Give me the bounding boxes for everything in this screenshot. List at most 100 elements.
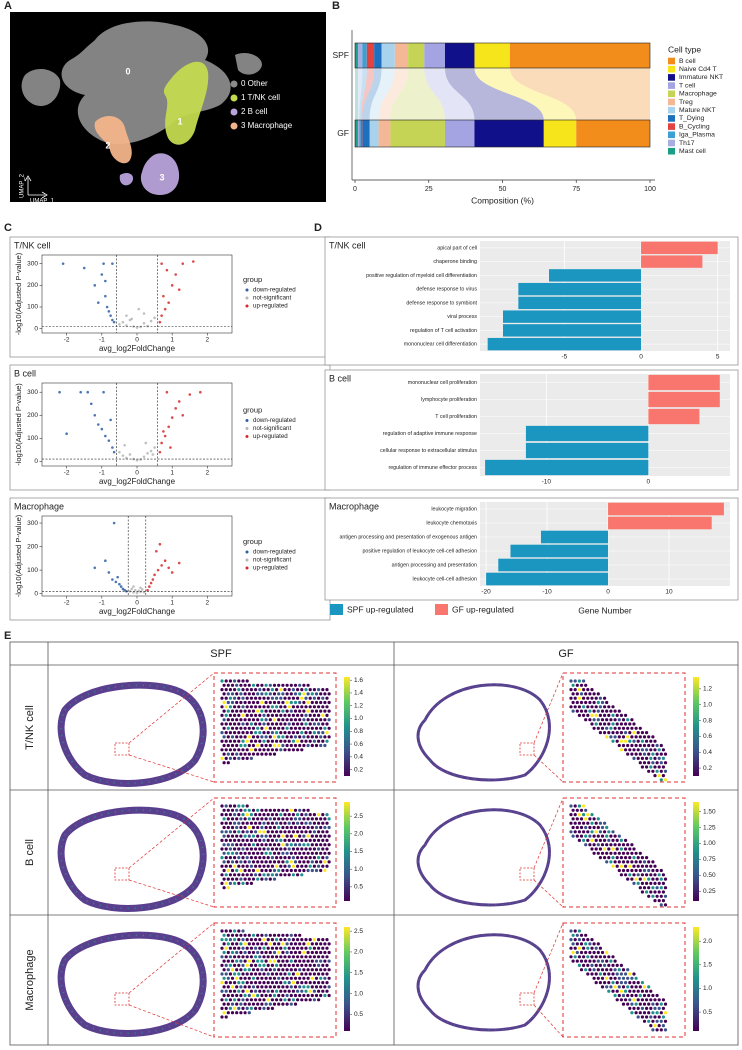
spot (310, 968, 314, 972)
spot (577, 713, 582, 718)
panel-title: Macrophage (14, 501, 64, 511)
spot (577, 838, 582, 843)
point (167, 425, 170, 429)
spot (317, 739, 321, 743)
spot (296, 838, 300, 843)
spot (592, 709, 596, 713)
spot (647, 1011, 651, 1015)
spot (321, 955, 325, 959)
spot (319, 959, 323, 963)
bar (549, 269, 642, 282)
spot (241, 821, 245, 825)
flow (424, 68, 475, 120)
spot (279, 981, 283, 985)
bar-segment (394, 43, 409, 68)
spot (285, 968, 289, 972)
spot (220, 946, 224, 950)
spot (279, 864, 283, 868)
spot (260, 718, 264, 722)
spot (615, 838, 619, 843)
spot (617, 976, 621, 980)
spot (659, 1011, 663, 1015)
legend-label: Iga_Plasma (679, 132, 715, 139)
x-tick-label: 100 (644, 186, 656, 193)
spot (306, 726, 310, 730)
spot (603, 722, 607, 726)
spot (590, 972, 594, 976)
legend-label: B cell (679, 58, 696, 65)
spot (300, 981, 304, 985)
spot (657, 756, 661, 761)
spot (254, 963, 258, 968)
spot (300, 748, 304, 752)
point (181, 413, 185, 417)
spot (260, 683, 264, 687)
spot (245, 688, 249, 692)
spot (285, 700, 289, 705)
panel-box (9, 497, 331, 621)
zoom-connector (533, 922, 564, 994)
spot (293, 808, 298, 812)
spot (270, 713, 274, 718)
spot (287, 739, 291, 743)
spot (251, 709, 256, 713)
spot (272, 959, 277, 963)
point (162, 430, 165, 433)
spot (571, 834, 575, 838)
spot (285, 735, 289, 739)
spot (319, 976, 323, 980)
zoom-connector (533, 754, 564, 783)
spot (243, 718, 247, 722)
spot (275, 972, 279, 976)
spot (230, 868, 235, 873)
spot (626, 851, 630, 855)
spot (230, 817, 235, 821)
spot (640, 1015, 645, 1019)
spot (245, 821, 249, 825)
spot (296, 864, 300, 868)
spot (262, 830, 266, 834)
x-tick-label: 0 (135, 337, 139, 344)
spot (222, 735, 226, 739)
spot (327, 976, 331, 980)
spot (239, 834, 243, 838)
spot (594, 722, 598, 726)
spot (296, 989, 300, 993)
spot (272, 692, 277, 696)
spot (638, 735, 642, 739)
spot (241, 688, 245, 692)
spot (588, 692, 592, 696)
spot (260, 993, 264, 998)
spot (230, 692, 235, 696)
spot (260, 851, 264, 855)
spot (323, 993, 327, 998)
point (153, 316, 156, 320)
spot (304, 998, 308, 1002)
spot (277, 933, 281, 937)
spot (314, 718, 319, 722)
point (165, 268, 169, 272)
spot (306, 817, 310, 821)
spot (293, 718, 298, 722)
spot (310, 700, 314, 705)
spot (228, 881, 232, 886)
spot (594, 696, 598, 700)
spot (647, 1019, 651, 1023)
spot (241, 813, 245, 817)
spot (325, 739, 329, 743)
spot (264, 1002, 268, 1006)
spot (235, 942, 239, 946)
legend-swatch (245, 435, 249, 438)
spot (327, 726, 331, 730)
point (169, 446, 172, 449)
spot (241, 946, 245, 950)
spot (277, 743, 281, 748)
spot (300, 688, 304, 692)
spot (258, 696, 262, 700)
spot (224, 955, 228, 959)
flow (378, 68, 409, 120)
spot (661, 765, 666, 769)
spot (237, 873, 241, 877)
spot (256, 743, 260, 748)
spot (256, 950, 260, 955)
